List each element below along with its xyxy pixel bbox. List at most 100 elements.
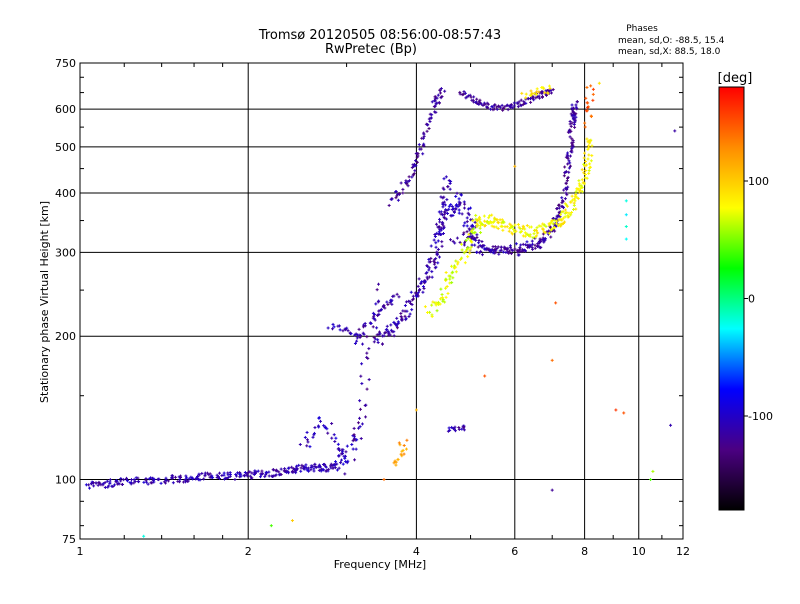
data-point xyxy=(475,222,479,226)
data-point xyxy=(570,210,574,214)
data-point xyxy=(254,471,258,475)
data-point xyxy=(411,294,415,298)
data-point xyxy=(577,190,581,194)
data-point xyxy=(415,292,419,296)
data-point xyxy=(346,459,350,463)
data-point xyxy=(358,335,362,339)
data-point xyxy=(568,135,572,139)
data-point xyxy=(302,467,306,471)
data-point xyxy=(521,242,525,246)
data-point xyxy=(466,94,470,98)
data-point xyxy=(442,216,446,220)
data-point xyxy=(451,270,455,274)
data-point xyxy=(476,245,480,249)
data-point xyxy=(448,238,452,242)
data-point xyxy=(183,478,187,482)
data-point xyxy=(468,248,472,252)
data-point xyxy=(482,247,486,251)
data-point xyxy=(457,426,461,430)
data-point xyxy=(376,338,380,342)
data-point xyxy=(430,275,434,279)
data-point xyxy=(200,471,204,475)
data-point xyxy=(205,471,209,475)
data-point xyxy=(430,270,434,274)
data-point xyxy=(379,308,383,312)
data-point xyxy=(361,325,365,329)
data-point xyxy=(622,411,626,415)
data-point xyxy=(359,437,363,441)
data-point xyxy=(582,151,586,155)
data-point xyxy=(566,162,570,166)
data-point xyxy=(624,213,628,217)
data-point xyxy=(384,331,388,335)
chart-title: Tromsø 20120505 08:56:00-08:57:43 xyxy=(258,28,501,43)
data-point xyxy=(400,316,404,320)
data-point xyxy=(226,476,230,480)
data-point xyxy=(382,334,386,338)
data-point xyxy=(381,305,385,309)
data-point xyxy=(434,245,438,249)
data-point xyxy=(369,321,373,325)
data-point xyxy=(570,194,574,198)
data-point xyxy=(410,166,414,170)
data-point xyxy=(238,472,242,476)
data-point xyxy=(394,460,398,464)
data-point xyxy=(174,475,178,479)
data-point xyxy=(442,213,446,217)
data-point xyxy=(575,107,579,111)
data-point xyxy=(495,107,499,111)
phases-title: Phases xyxy=(626,24,658,34)
data-point xyxy=(466,246,470,250)
data-point xyxy=(407,179,411,183)
data-point xyxy=(531,236,535,240)
data-point xyxy=(480,245,484,249)
data-point xyxy=(463,202,467,206)
data-point xyxy=(353,333,357,337)
data-point xyxy=(499,248,503,252)
data-point xyxy=(438,255,442,259)
data-point xyxy=(486,106,490,110)
data-point xyxy=(519,230,523,234)
data-point xyxy=(450,207,454,211)
data-point xyxy=(300,463,304,467)
data-point xyxy=(475,233,479,237)
data-point xyxy=(414,159,418,163)
data-point xyxy=(500,103,504,107)
data-point xyxy=(189,475,193,479)
data-point xyxy=(386,303,390,307)
data-point xyxy=(410,175,414,179)
data-point xyxy=(462,90,466,94)
data-point xyxy=(376,300,380,304)
data-point xyxy=(264,470,268,474)
data-point xyxy=(469,230,473,234)
y-tick-label: 500 xyxy=(55,141,76,154)
data-point xyxy=(410,298,414,302)
data-point xyxy=(439,95,443,99)
data-point xyxy=(551,88,555,92)
data-point xyxy=(442,232,446,236)
data-point xyxy=(356,421,360,425)
data-point xyxy=(447,274,451,278)
data-point xyxy=(436,239,440,243)
data-point xyxy=(514,229,518,233)
data-point xyxy=(376,282,380,286)
data-point xyxy=(332,463,336,467)
data-point xyxy=(516,102,520,106)
data-point xyxy=(455,191,459,195)
data-point xyxy=(458,92,462,96)
data-point xyxy=(492,103,496,107)
data-point xyxy=(474,213,478,217)
data-point xyxy=(385,300,389,304)
data-point xyxy=(439,195,443,199)
data-point xyxy=(365,335,369,339)
data-point xyxy=(507,249,511,253)
data-point xyxy=(359,333,363,337)
data-point xyxy=(218,477,222,481)
data-point xyxy=(396,198,400,202)
data-point xyxy=(438,302,442,306)
data-point xyxy=(360,382,364,386)
data-point xyxy=(170,476,174,480)
data-point xyxy=(465,224,469,228)
data-point xyxy=(591,87,595,91)
data-point xyxy=(442,224,446,228)
